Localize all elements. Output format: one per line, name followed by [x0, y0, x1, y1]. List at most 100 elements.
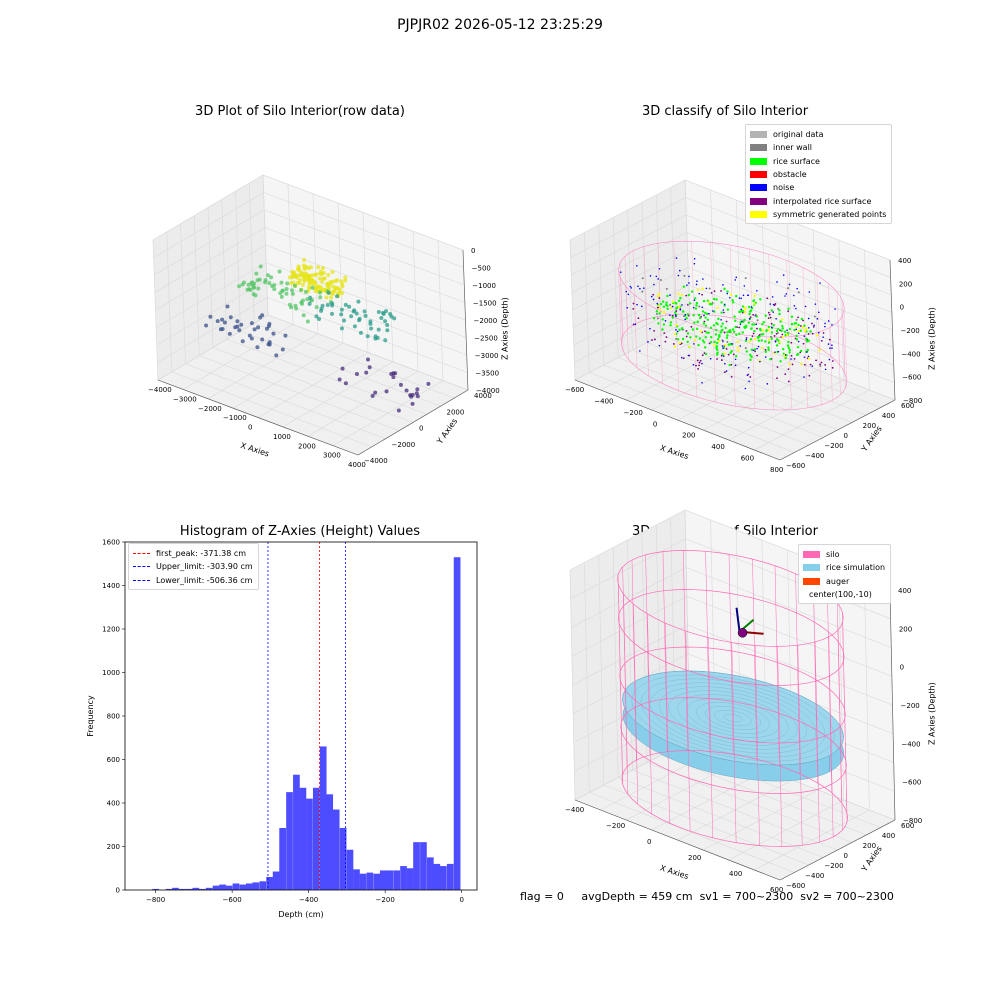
- scatter-point: [351, 309, 356, 314]
- classified-point: [723, 371, 726, 374]
- silo-strut: [786, 260, 790, 334]
- classified-point: [698, 292, 700, 295]
- scatter-point: [381, 311, 386, 316]
- scatter-point: [285, 281, 290, 286]
- histogram-bar: [366, 872, 374, 890]
- classified-point: [769, 303, 772, 305]
- classified-point: [770, 309, 774, 312]
- classified-point: [659, 279, 662, 282]
- axis-line: [357, 389, 469, 456]
- histogram-bar: [306, 798, 313, 890]
- scatter-point: [357, 318, 362, 323]
- classified-point: [819, 282, 821, 284]
- classified-point: [722, 340, 725, 343]
- classified-point: [723, 331, 726, 334]
- classified-point: [805, 337, 808, 340]
- histogram-bar: [293, 774, 300, 890]
- axis-line: [889, 259, 896, 401]
- classified-point: [726, 290, 729, 293]
- classified-point: [672, 343, 675, 345]
- classified-point: [797, 323, 800, 327]
- scatter-point: [415, 387, 420, 392]
- classified-point: [742, 294, 745, 297]
- classified-point: [726, 308, 730, 311]
- grid-line: [646, 762, 852, 843]
- scatter-point: [391, 371, 396, 376]
- histogram-bar: [339, 828, 347, 890]
- scatter-point: [302, 257, 307, 262]
- classified-point: [774, 303, 777, 305]
- classified-point: [822, 336, 824, 338]
- classified-point: [722, 347, 724, 349]
- z-tick-label: −3500: [475, 370, 499, 378]
- legend-entry: first_peak: -371.38 cm: [133, 547, 253, 560]
- classified-point: [752, 299, 756, 302]
- classified-point: [795, 353, 799, 357]
- scatter-point: [415, 394, 420, 399]
- scatter-point: [290, 291, 295, 296]
- classified-point: [689, 336, 692, 339]
- scatter-point: [303, 289, 308, 294]
- classified-point: [721, 322, 724, 325]
- scatter-point: [325, 283, 330, 288]
- classified-point: [732, 353, 735, 356]
- classified-point: [743, 311, 747, 314]
- classified-point: [784, 295, 786, 297]
- classified-point: [744, 307, 747, 311]
- classified-point: [680, 342, 683, 345]
- histogram-bar: [373, 873, 381, 890]
- classified-point: [793, 357, 796, 360]
- silo-strut: [752, 559, 758, 760]
- classified-point: [712, 310, 714, 312]
- classified-point: [741, 310, 745, 313]
- silo-strut: [664, 623, 670, 824]
- classified-point: [787, 310, 790, 313]
- silo-strut: [827, 592, 833, 793]
- scatter-point: [326, 290, 331, 295]
- classified-point: [680, 293, 684, 297]
- histogram-bar: [379, 870, 387, 890]
- classified-point: [698, 337, 702, 340]
- scatter-point: [331, 284, 336, 289]
- grid-line: [153, 192, 264, 258]
- scatter-point: [325, 302, 330, 307]
- classified-point: [784, 354, 787, 356]
- classified-point: [778, 309, 781, 312]
- silo-strut: [662, 551, 668, 752]
- classified-point: [790, 358, 792, 360]
- classified-point: [828, 358, 831, 361]
- histogram-bar: [326, 794, 334, 890]
- grid-line: [684, 179, 691, 321]
- silo-strut: [691, 241, 695, 315]
- classified-point: [714, 333, 718, 336]
- legend-entry: inner wall: [750, 141, 886, 154]
- classified-point: [773, 335, 776, 337]
- x-tick-label: −200: [376, 896, 395, 904]
- classified-point: [831, 324, 833, 326]
- scatter-point: [257, 277, 262, 282]
- classified-point: [788, 283, 791, 286]
- classified-point: [691, 328, 695, 331]
- classified-point: [698, 361, 701, 364]
- classified-point: [784, 373, 787, 376]
- z-tick-label: −500: [472, 265, 491, 273]
- classified-point: [752, 313, 755, 316]
- classified-point: [658, 297, 661, 299]
- scatter-point: [271, 331, 276, 336]
- classified-point: [681, 327, 684, 330]
- classified-point: [766, 383, 769, 385]
- classified-point: [636, 265, 638, 267]
- classified-point: [673, 345, 677, 348]
- silo-strut: [693, 324, 697, 398]
- classified-point: [824, 325, 826, 328]
- silo-strut: [643, 246, 647, 320]
- y-tick-label: 600: [107, 756, 120, 764]
- scatter-point: [365, 357, 370, 362]
- classified-point: [693, 343, 695, 345]
- scatter-point: [343, 302, 348, 307]
- scatter-point: [376, 327, 381, 332]
- classified-point: [739, 323, 742, 326]
- classified-point: [686, 313, 690, 316]
- grid-line: [262, 174, 464, 251]
- scatter-point: [339, 312, 344, 317]
